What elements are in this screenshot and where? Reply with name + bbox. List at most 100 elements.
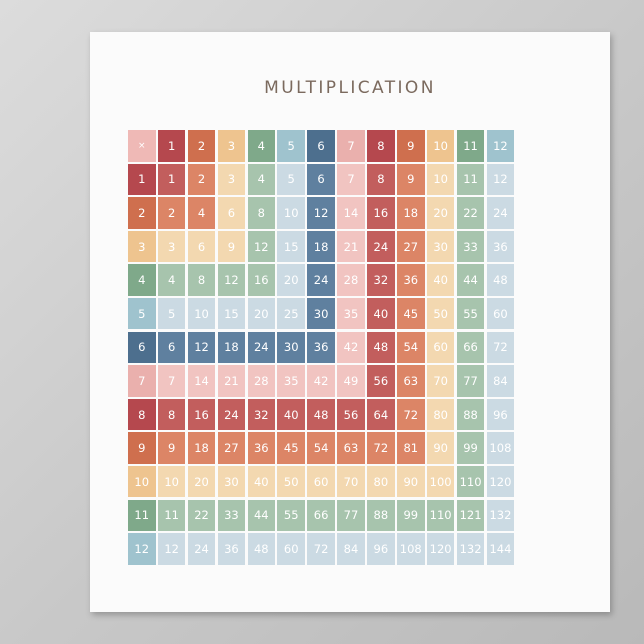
product-cell: 84 [486, 365, 515, 397]
product-cell: 4 [247, 163, 276, 196]
product-cell: 45 [277, 432, 305, 464]
product-cell: 56 [337, 398, 365, 431]
column-header-cell: 8 [367, 130, 395, 162]
product-cell: 66 [307, 499, 335, 532]
row-header-cell: 11 [128, 499, 156, 532]
product-cell: 20 [277, 264, 305, 296]
product-cell: 36 [247, 432, 276, 464]
product-cell: 24 [217, 398, 246, 431]
product-cell: 132 [486, 499, 515, 532]
product-cell: 66 [456, 331, 485, 364]
row-header-cell: 8 [128, 398, 156, 431]
product-cell: 88 [456, 398, 485, 431]
product-cell: 99 [397, 499, 425, 532]
product-cell: 72 [367, 432, 395, 464]
product-cell: 77 [337, 499, 365, 532]
product-cell: 44 [247, 499, 276, 532]
product-cell: 10 [277, 197, 305, 229]
product-cell: 20 [247, 297, 276, 330]
product-cell: 120 [486, 465, 515, 498]
product-cell: 27 [397, 230, 425, 263]
product-cell: 6 [187, 230, 216, 263]
product-cell: 9 [157, 432, 186, 464]
product-cell: 12 [247, 230, 276, 263]
product-cell: 42 [307, 365, 335, 397]
multiplication-table: × 1 2 3 4 5 6 7 8 9 10 11 12 1 1 2 3 4 5 6 7 8 9 10 11 12 2 2 4 6 8 10 1… [128, 130, 515, 565]
product-cell: 25 [277, 297, 305, 330]
product-cell: 15 [277, 230, 305, 263]
row-header-cell: 5 [128, 297, 156, 330]
product-cell: 10 [157, 465, 186, 498]
product-cell: 60 [307, 465, 335, 498]
product-cell: 63 [337, 432, 365, 464]
product-cell: 108 [486, 432, 515, 464]
product-cell: 6 [157, 331, 186, 364]
product-cell: 100 [426, 465, 455, 498]
product-cell: 48 [307, 398, 335, 431]
product-cell: 63 [397, 365, 425, 397]
product-cell: 60 [277, 533, 305, 565]
product-cell: 33 [456, 230, 485, 263]
product-cell: 44 [456, 264, 485, 296]
product-cell: 20 [187, 465, 216, 498]
row-header-cell: 4 [128, 264, 156, 296]
column-header-cell: 4 [247, 130, 276, 162]
product-cell: 7 [157, 365, 186, 397]
product-cell: 16 [367, 197, 395, 229]
product-cell: 8 [157, 398, 186, 431]
product-cell: 49 [337, 365, 365, 397]
product-cell: 15 [217, 297, 246, 330]
product-cell: 16 [187, 398, 216, 431]
product-cell: 110 [426, 499, 455, 532]
column-header-cell: 7 [337, 130, 365, 162]
product-cell: 55 [277, 499, 305, 532]
product-cell: 8 [247, 197, 276, 229]
product-cell: 12 [187, 331, 216, 364]
product-cell: 96 [486, 398, 515, 431]
product-cell: 90 [397, 465, 425, 498]
product-cell: 18 [187, 432, 216, 464]
column-header-cell: 3 [217, 130, 246, 162]
product-cell: 88 [367, 499, 395, 532]
row-header-cell: 1 [128, 163, 156, 196]
product-cell: 55 [456, 297, 485, 330]
product-cell: 132 [456, 533, 485, 565]
product-cell: 30 [277, 331, 305, 364]
product-cell: 8 [187, 264, 216, 296]
product-cell: 36 [486, 230, 515, 263]
product-cell: 12 [486, 163, 515, 196]
product-cell: 40 [367, 297, 395, 330]
column-header-cell: 1 [157, 130, 186, 162]
product-cell: 144 [486, 533, 515, 565]
product-cell: 56 [367, 365, 395, 397]
row-header-cell: 3 [128, 230, 156, 263]
product-cell: 30 [217, 465, 246, 498]
product-cell: 42 [337, 331, 365, 364]
poster: MULTIPLICATION × 1 2 3 4 5 6 7 8 9 10 11 12 1 1 2 3 4 5 6 7 8… [90, 32, 610, 612]
product-cell: 64 [367, 398, 395, 431]
product-cell: 54 [307, 432, 335, 464]
product-cell: 2 [157, 197, 186, 229]
product-cell: 18 [217, 331, 246, 364]
product-cell: 16 [247, 264, 276, 296]
product-cell: 21 [337, 230, 365, 263]
product-cell: 14 [187, 365, 216, 397]
product-cell: 48 [247, 533, 276, 565]
product-cell: 45 [397, 297, 425, 330]
product-cell: 27 [217, 432, 246, 464]
row-header-cell: 9 [128, 432, 156, 464]
product-cell: 9 [217, 230, 246, 263]
row-header-cell: 6 [128, 331, 156, 364]
product-cell: 7 [337, 163, 365, 196]
product-cell: 22 [187, 499, 216, 532]
product-cell: 30 [426, 230, 455, 263]
product-cell: 9 [397, 163, 425, 196]
product-cell: 36 [307, 331, 335, 364]
product-cell: 4 [187, 197, 216, 229]
product-cell: 6 [307, 163, 335, 196]
product-cell: 70 [337, 465, 365, 498]
product-cell: 36 [397, 264, 425, 296]
column-header-cell: 11 [456, 130, 485, 162]
product-cell: 50 [426, 297, 455, 330]
product-cell: 35 [277, 365, 305, 397]
